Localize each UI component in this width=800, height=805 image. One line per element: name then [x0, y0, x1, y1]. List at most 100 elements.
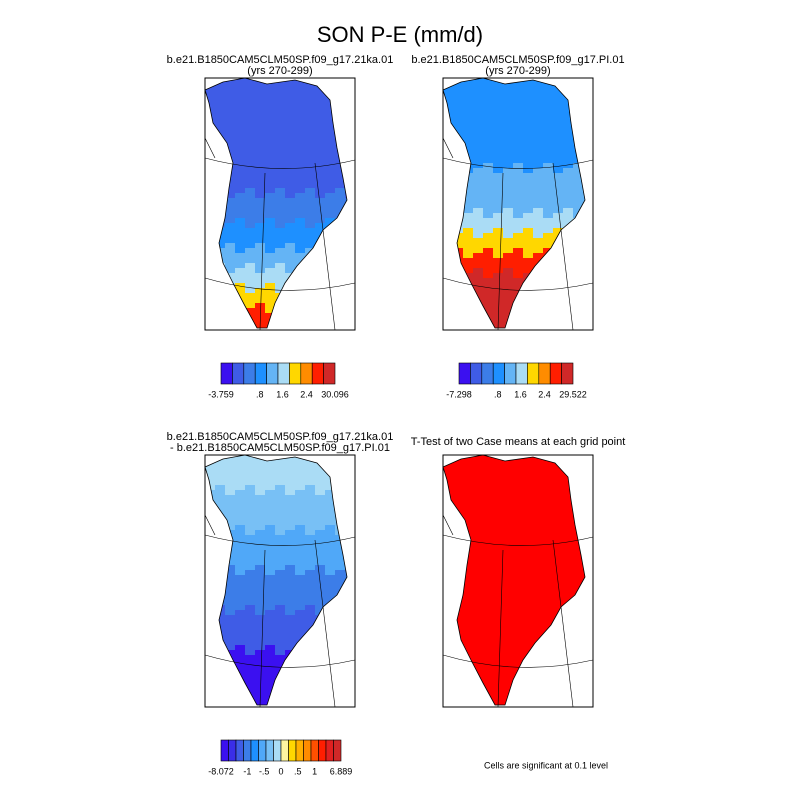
map-cell — [563, 268, 573, 328]
colorbar-box — [250, 739, 259, 762]
map-cell — [265, 525, 275, 575]
panel-subtitle: - b.e21.B1850CAM5CLM50SP.f09_g17.PI.01 — [170, 442, 390, 454]
map-cell — [255, 495, 265, 535]
map-field — [205, 78, 347, 328]
map-cell — [483, 248, 493, 278]
map-cell — [523, 455, 533, 705]
map-cell — [543, 278, 553, 328]
map-cell — [305, 263, 315, 293]
parallel — [442, 277, 594, 291]
map-cell — [463, 258, 473, 278]
map-cell — [215, 655, 225, 705]
map-cell — [205, 313, 215, 328]
map-cell — [483, 278, 493, 328]
colorbar-box — [492, 362, 505, 385]
meridian — [442, 137, 454, 159]
map-cell — [543, 233, 553, 258]
colorbar-box — [280, 739, 289, 762]
colorbar-box — [273, 739, 282, 762]
colorbar-box — [220, 739, 229, 762]
map-cell — [453, 233, 463, 258]
map-cell — [285, 303, 295, 328]
map-cell — [285, 243, 295, 273]
colorbar-box — [470, 362, 483, 385]
map-cell — [295, 575, 305, 615]
colorbar-box — [232, 362, 245, 385]
map-cell — [335, 263, 345, 293]
map-cell — [325, 193, 335, 228]
map-cell — [533, 455, 543, 705]
colorbar-label: .8 — [256, 389, 264, 399]
map-cell — [305, 605, 315, 655]
map-cell — [295, 455, 305, 495]
panel-title: b.e21.B1850CAM5CLM50SP.f09_g17.21ka.01 — [167, 431, 394, 443]
colorbar-label: .8 — [494, 389, 502, 399]
colorbar-box — [220, 362, 233, 385]
map-cell — [245, 570, 255, 615]
map-cell — [563, 78, 573, 173]
map-cell — [225, 223, 235, 253]
map-cell — [215, 605, 225, 655]
coastline — [442, 77, 586, 329]
map-cell — [443, 168, 453, 218]
map-cell — [275, 293, 285, 313]
map-cell — [285, 530, 295, 575]
map-cell — [473, 253, 483, 278]
colorbar-box — [303, 739, 312, 762]
colorbar-label: 1.6 — [276, 389, 289, 399]
map-cell — [553, 455, 563, 705]
map-cell — [285, 565, 295, 615]
map-cell — [463, 228, 473, 258]
colorbar-box — [243, 362, 256, 385]
map-cell — [453, 455, 463, 705]
map-cell — [533, 168, 543, 218]
map-frame — [442, 77, 594, 331]
colorbar-box — [243, 739, 252, 762]
map-cell — [573, 233, 583, 258]
map-cell — [513, 248, 523, 278]
map-cell — [513, 163, 523, 218]
map-cell — [463, 273, 473, 328]
map-cell — [345, 223, 347, 253]
map-cell — [345, 615, 347, 655]
map-cell — [275, 485, 285, 535]
map-cell — [245, 535, 255, 575]
map-cell — [225, 243, 235, 273]
map-cell — [583, 78, 585, 173]
map-cell — [205, 253, 215, 273]
map-cell — [215, 188, 225, 228]
colorbar-label: 30.096 — [321, 389, 349, 399]
coastline — [442, 454, 586, 706]
map-cell — [315, 303, 325, 328]
map-cell — [225, 303, 235, 328]
map-cell — [523, 78, 533, 173]
map-cell — [235, 268, 245, 293]
meridian — [314, 162, 336, 331]
colorbar-label: 29.522 — [559, 389, 587, 399]
map-cell — [205, 218, 215, 253]
map-cell — [335, 228, 345, 253]
map-cell — [225, 273, 235, 293]
map-cell — [275, 535, 285, 575]
map-cell — [235, 253, 245, 273]
map-cell — [265, 218, 275, 253]
map-cell — [573, 248, 583, 278]
map-cell — [315, 223, 325, 253]
map-cell — [493, 258, 503, 278]
map-cell — [265, 575, 275, 615]
figure-title: SON P-E (mm/d) — [317, 22, 483, 47]
map-cell — [205, 283, 215, 313]
map-cell — [305, 308, 315, 328]
map-cell — [473, 238, 483, 258]
parallel — [204, 654, 356, 668]
colorbar-box — [310, 739, 319, 762]
map-cell — [215, 78, 225, 198]
map-cell — [503, 238, 513, 258]
map-cell — [295, 645, 305, 705]
map-cell — [255, 243, 265, 273]
map-cell — [493, 173, 503, 218]
colorbar-box — [277, 362, 290, 385]
map-cell — [553, 213, 563, 238]
map-cell — [513, 78, 523, 173]
map-cell — [573, 218, 583, 238]
